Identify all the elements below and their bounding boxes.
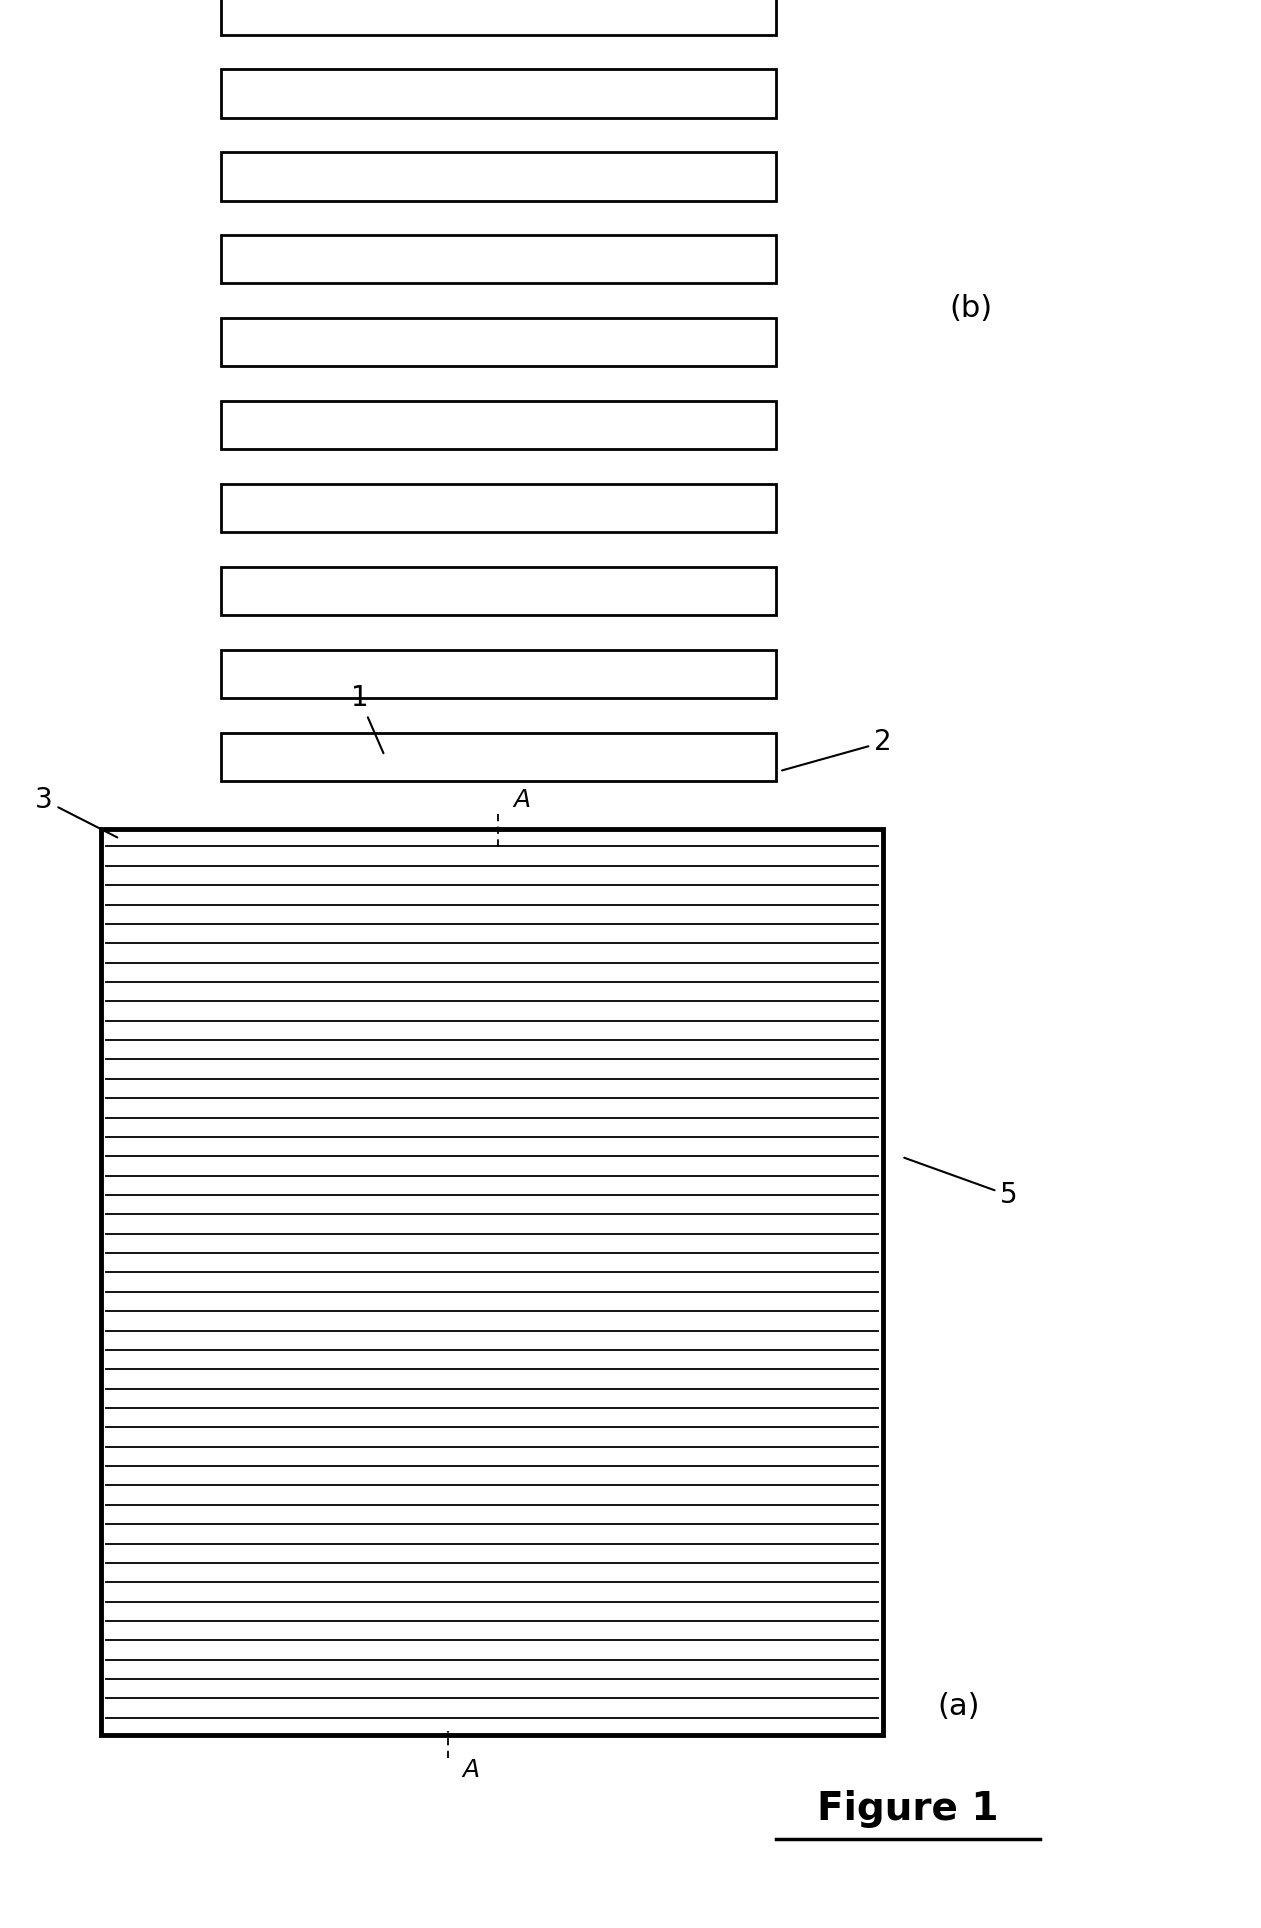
Text: (a): (a) <box>937 1691 980 1722</box>
Bar <box>221 318 776 366</box>
Bar <box>221 69 776 118</box>
Text: (b): (b) <box>950 293 992 324</box>
Bar <box>221 650 776 698</box>
Text: 1: 1 <box>351 684 383 754</box>
Bar <box>221 567 776 615</box>
Bar <box>221 401 776 449</box>
Text: 3: 3 <box>35 787 117 837</box>
Text: Figure 1: Figure 1 <box>817 1789 999 1828</box>
Text: A: A <box>513 789 531 812</box>
Bar <box>101 829 883 1735</box>
Bar <box>221 235 776 283</box>
Bar <box>221 733 776 781</box>
Text: 2: 2 <box>782 729 892 771</box>
Bar <box>221 152 776 201</box>
Bar <box>221 0 776 35</box>
Text: A: A <box>463 1758 480 1781</box>
Bar <box>221 484 776 532</box>
Text: 5: 5 <box>904 1157 1018 1209</box>
